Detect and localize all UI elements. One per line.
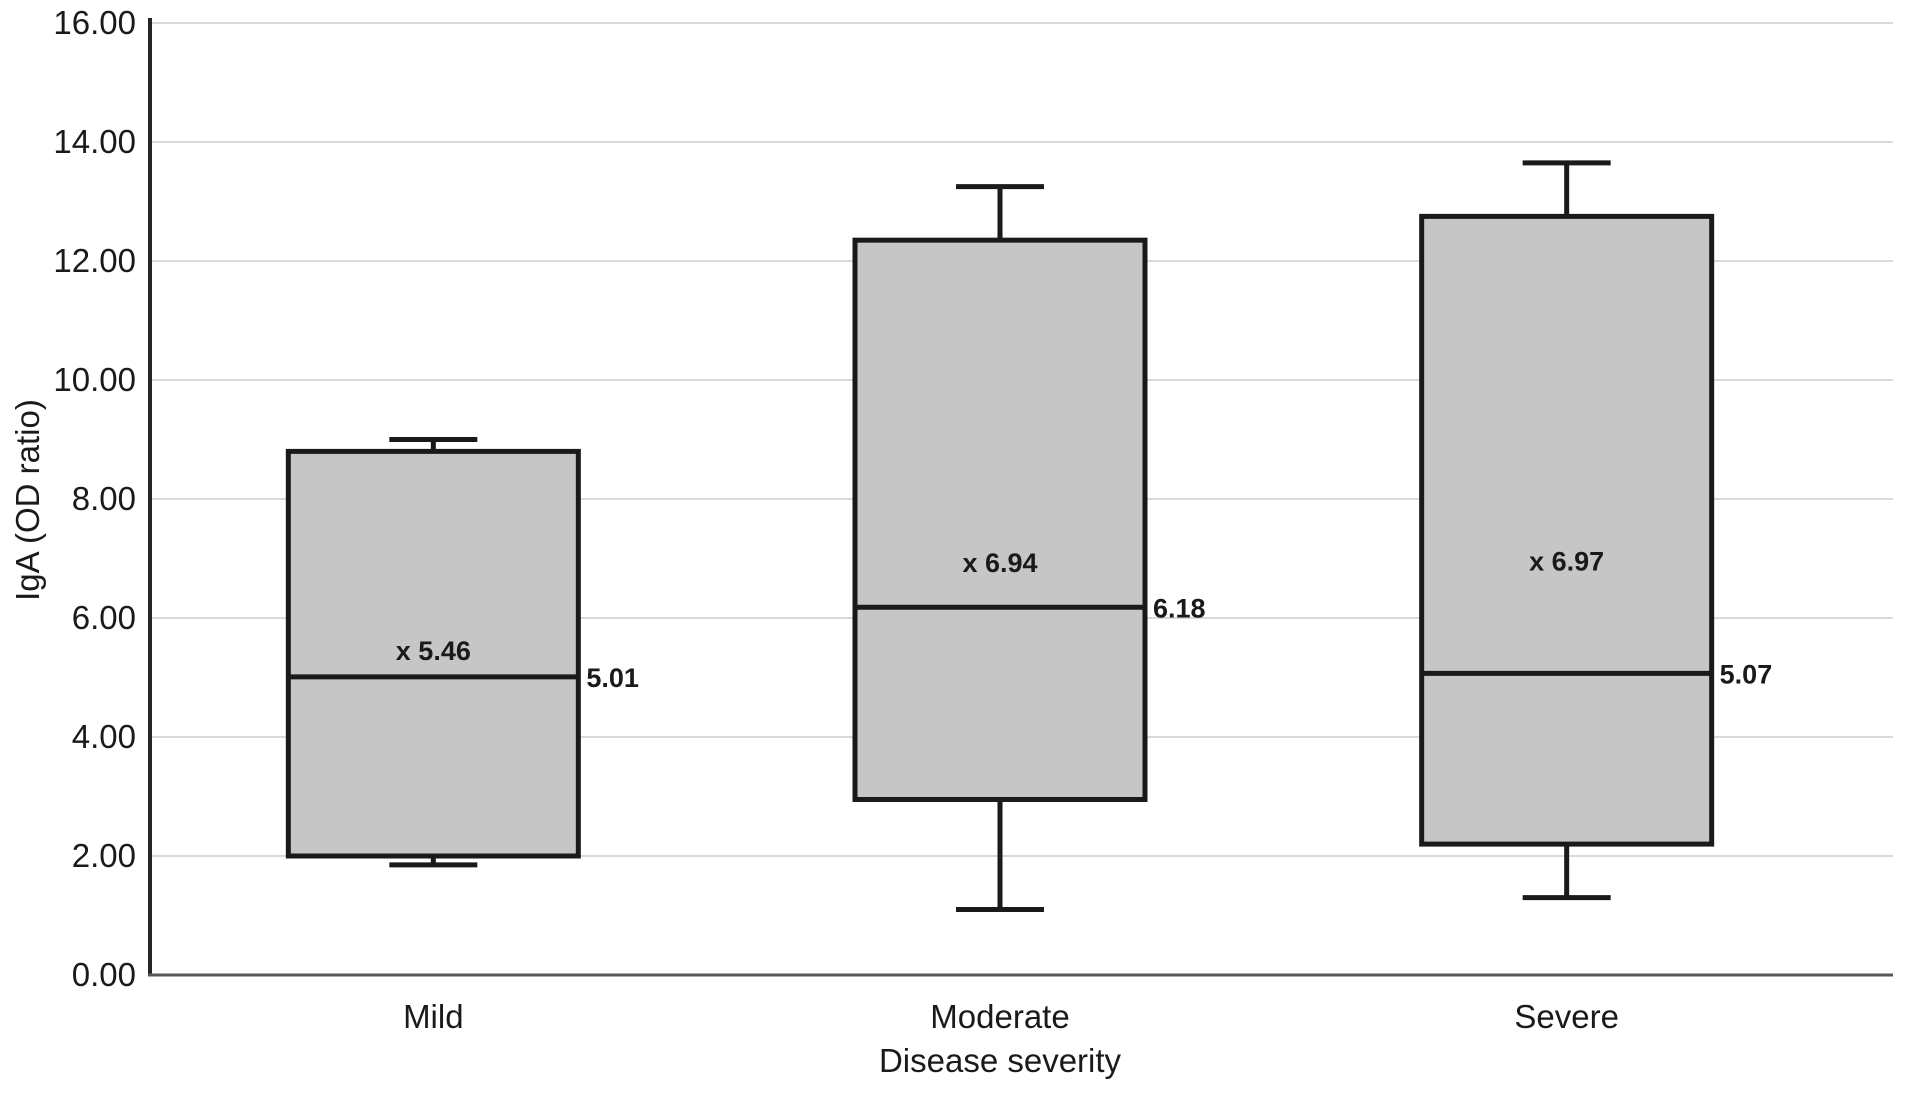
y-tick-label: 16.00 — [53, 4, 136, 41]
mean-label-severe: x 6.97 — [1529, 546, 1604, 576]
box-moderate — [852, 237, 1148, 802]
y-tick-label: 2.00 — [72, 837, 136, 874]
x-tick-label-mild: Mild — [403, 998, 464, 1035]
y-tick-label: 8.00 — [72, 480, 136, 517]
y-axis-title: IgA (OD ratio) — [9, 399, 46, 601]
box-mild — [285, 448, 581, 859]
mean-label-moderate: x 6.94 — [962, 548, 1037, 578]
box-severe — [1419, 213, 1715, 847]
x-tick-label-severe: Severe — [1514, 998, 1619, 1035]
mean-label-mild: x 5.46 — [396, 636, 471, 666]
x-axis-title: Disease severity — [878, 1042, 1122, 1079]
y-tick-label: 14.00 — [53, 123, 136, 160]
y-tick-label: 12.00 — [53, 242, 136, 279]
median-label-severe: 5.07 — [1720, 659, 1773, 689]
y-tick-label: 0.00 — [72, 956, 136, 993]
x-tick-label-moderate: Moderate — [930, 998, 1069, 1035]
y-tick-label: 4.00 — [72, 718, 136, 755]
median-label-mild: 5.01 — [586, 663, 639, 693]
y-tick-label: 6.00 — [72, 599, 136, 636]
y-tick-label: 10.00 — [53, 361, 136, 398]
median-label-moderate: 6.18 — [1153, 593, 1206, 623]
